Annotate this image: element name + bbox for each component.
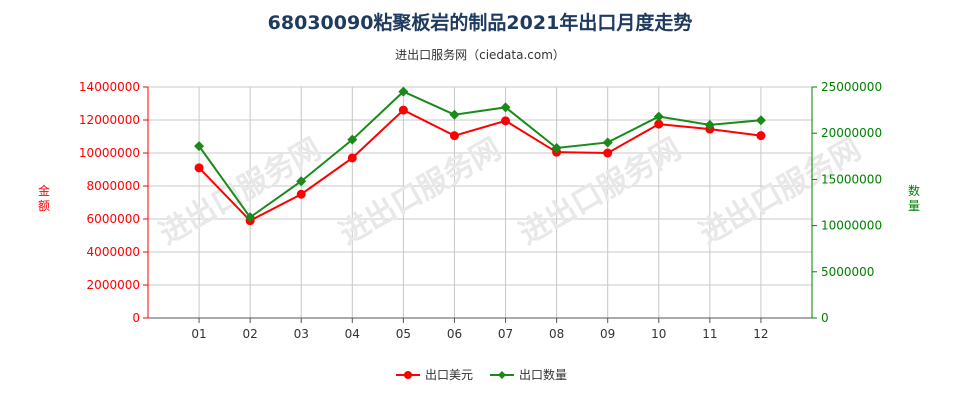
x-tick-label: 01 [191,327,206,341]
left-tick-label: 2000000 [87,278,140,292]
x-tick-label: 11 [702,327,717,341]
series-2-point [194,141,205,152]
series-2-point [347,134,358,145]
chart-subtitle: 进出口服务网（ciedata.com） [395,48,565,62]
series-1-point [347,153,357,163]
series-2-point [551,142,562,153]
x-tick-label: 10 [651,327,666,341]
right-tick-label: 25000000 [821,80,882,94]
watermark-text: 进出口服务网 [514,132,687,252]
left-tick-label: 12000000 [79,113,140,127]
left-tick-label: 0 [132,311,140,325]
x-tick-label: 07 [498,327,513,341]
legend-swatch-marker [404,371,412,379]
series-1-point [756,131,766,141]
left-tick-label: 10000000 [79,146,140,160]
watermark-text: 进出口服务网 [334,132,507,252]
right-axis-title: 数量 [908,183,920,213]
series-2-point [398,86,409,97]
x-tick-label: 02 [243,327,258,341]
series-1-point [296,189,306,199]
right-tick-label: 20000000 [821,126,882,140]
series-2-point [500,102,511,113]
series-1-point [654,119,664,129]
series-2-point [245,212,256,223]
x-tick-label: 06 [447,327,462,341]
watermark: 进出口服务网 进出口服务网 进出口服务网 进出口服务网 [154,132,867,252]
watermark-text: 进出口服务网 [694,132,867,252]
left-tick-label: 8000000 [87,179,140,193]
x-tick-label: 04 [345,327,360,341]
legend-label-2: 出口数量 [519,367,567,382]
right-tick-label: 15000000 [821,172,882,186]
right-tick-label: 0 [821,311,829,325]
series-line-2 [198,90,762,219]
series-1-point [194,163,204,173]
series-2-point [602,137,613,148]
series-2-point [755,115,766,126]
legend: 出口美元 出口数量 [396,367,567,382]
series-2-point [296,176,307,187]
left-axis-title: 金额 [38,183,50,213]
series-1-point [398,105,408,115]
x-tick-label: 05 [396,327,411,341]
x-tick-label: 09 [600,327,615,341]
x-tick-label: 03 [294,327,309,341]
series-2-point [653,111,664,122]
series-layer [194,86,766,226]
axes: 0200000040000006000000800000010000000120… [38,80,920,341]
chart-title: 68030090粘聚板岩的制品2021年出口月度走势 [267,12,693,34]
legend-swatch-marker [498,371,506,379]
series-1-point [501,116,511,126]
series-line-1 [198,108,762,222]
right-tick-label: 10000000 [821,219,882,233]
left-tick-label: 4000000 [87,245,140,259]
series-1-point [449,131,459,141]
left-tick-label: 6000000 [87,212,140,226]
left-tick-label: 14000000 [79,80,140,94]
x-tick-label: 08 [549,327,564,341]
right-tick-label: 5000000 [821,265,874,279]
series-2-point [704,119,715,130]
x-tick-label: 12 [753,327,768,341]
series-2-point [449,109,460,120]
series-1-point [603,148,613,158]
legend-label-1: 出口美元 [425,368,473,382]
